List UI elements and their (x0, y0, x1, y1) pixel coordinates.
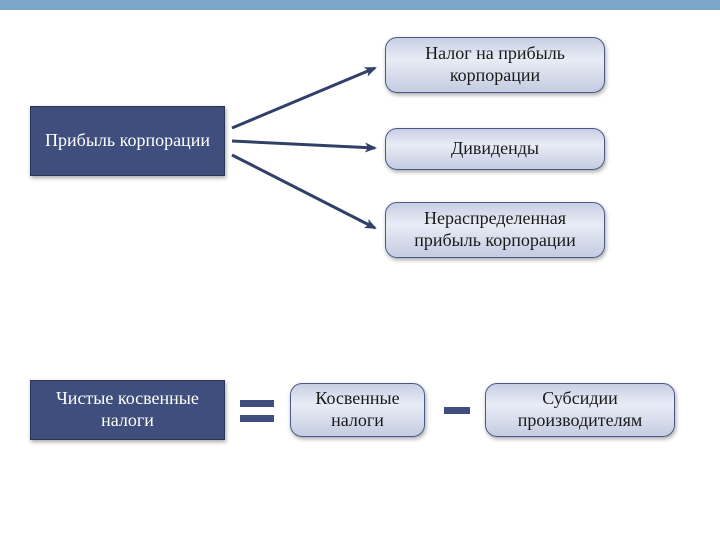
node-label: Налог на прибыль корпорации (392, 43, 598, 86)
equals-icon (240, 415, 274, 422)
node-label: Чистые косвенные налоги (37, 388, 218, 431)
node-label: Нераспределенная прибыль корпорации (392, 208, 598, 251)
node-indirect-taxes: Косвенные налоги (290, 383, 425, 437)
node-net-indirect-taxes: Чистые косвенные налоги (30, 380, 225, 440)
arrow-layer (0, 10, 720, 540)
node-corporate-profit: Прибыль корпорации (30, 106, 225, 176)
slide-canvas: Прибыль корпорации Налог на прибыль корп… (0, 0, 720, 540)
equals-icon (240, 400, 274, 407)
node-profit-tax: Налог на прибыль корпорации (385, 37, 605, 93)
minus-icon (444, 407, 470, 414)
node-label: Субсидии производителям (492, 388, 668, 431)
node-dividends: Дивиденды (385, 128, 605, 170)
node-retained-earnings: Нераспределенная прибыль корпорации (385, 202, 605, 258)
node-subsidies: Субсидии производителям (485, 383, 675, 437)
node-label: Прибыль корпорации (45, 130, 210, 152)
node-label: Дивиденды (451, 138, 539, 160)
node-label: Косвенные налоги (297, 388, 418, 431)
